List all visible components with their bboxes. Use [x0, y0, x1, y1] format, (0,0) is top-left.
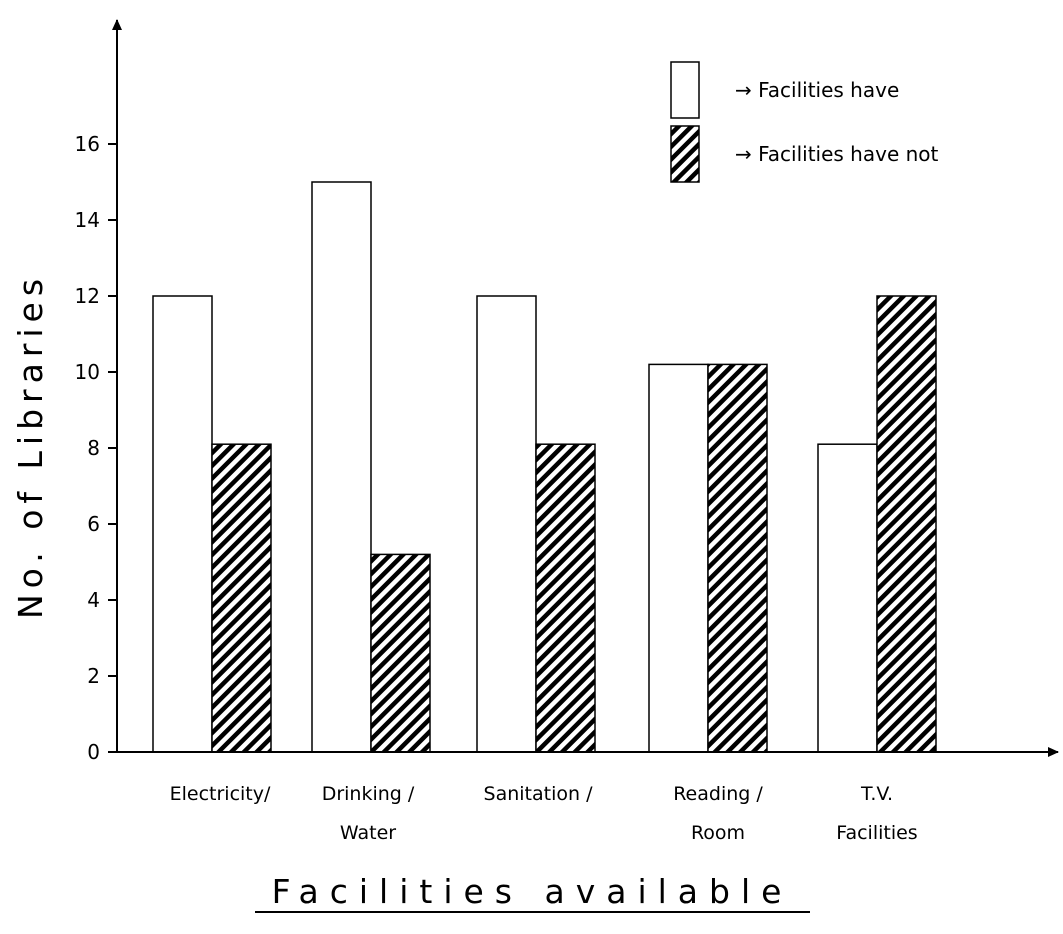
bar-facilities-have-not-2 — [535, 443, 596, 753]
y-tick-label: 16 — [75, 132, 100, 156]
x-categories: Electricity/Drinking / Water Sanitation / R… — [170, 783, 918, 844]
legend-label: → Facilities have not — [735, 142, 939, 166]
legend: → Facilities have → Facilities have not — [670, 61, 939, 183]
category-label: Facilities — [836, 822, 917, 844]
category-label: Drinking / — [322, 783, 415, 805]
y-tick-label: 2 — [87, 664, 100, 688]
y-tick-label: 8 — [87, 436, 100, 460]
y-tick-label: 14 — [75, 208, 100, 232]
bar-facilities-have-2 — [476, 295, 537, 753]
legend-swatch — [670, 61, 700, 119]
category-label: Electricity/ — [170, 783, 271, 805]
bars-layer — [152, 181, 937, 753]
category-label: Reading / — [673, 783, 763, 805]
bar-facilities-have-4 — [817, 443, 878, 753]
bar-facilities-have-not-0 — [211, 443, 272, 753]
bar-facilities-have-3 — [648, 363, 709, 753]
bar-facilities-have-not-3 — [707, 363, 768, 753]
y-axis-title: No. of Libraries — [11, 273, 50, 619]
y-tick-label: 0 — [87, 740, 100, 764]
category-label: Water — [340, 822, 396, 844]
x-axis-title: Facilities available — [272, 872, 793, 911]
category-label: Sanitation / — [484, 783, 594, 805]
legend-label: → Facilities have — [735, 78, 899, 102]
bar-facilities-have-not-1 — [370, 553, 431, 753]
y-tick-label: 4 — [87, 588, 100, 612]
bar-facilities-have-1 — [311, 181, 372, 753]
y-tick-label: 10 — [75, 360, 100, 384]
legend-swatch — [670, 125, 700, 183]
bar-facilities-have-not-4 — [876, 295, 937, 753]
bar-facilities-have-0 — [152, 295, 213, 753]
category-label: Room — [691, 822, 745, 844]
category-label: T.V. — [860, 783, 893, 805]
y-ticks: 0 2 4 6 8 10 12 14 16 — [75, 132, 117, 764]
y-tick-label: 6 — [87, 512, 100, 536]
y-tick-label: 12 — [75, 284, 100, 308]
